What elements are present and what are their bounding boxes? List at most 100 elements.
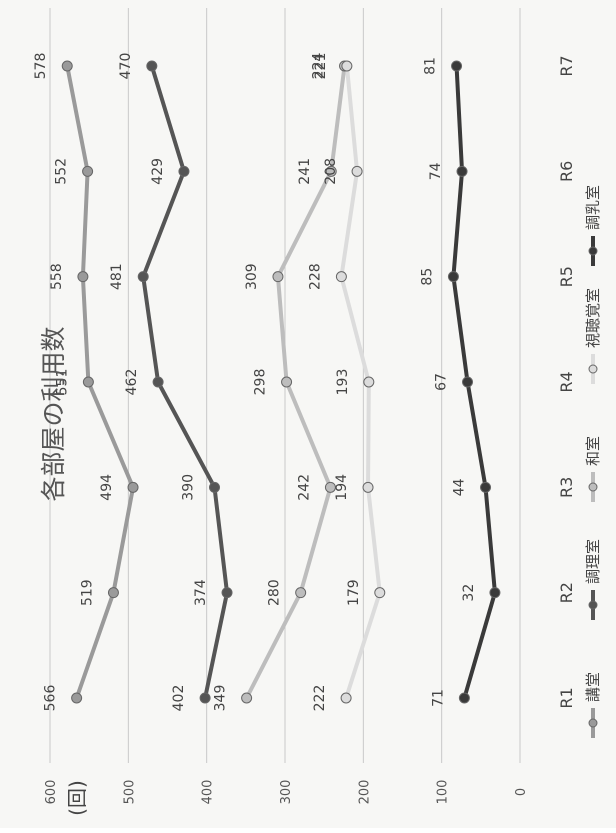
- data-point: [178, 165, 190, 177]
- data-point: [281, 376, 293, 388]
- data-point: [71, 692, 83, 704]
- y-axis-unit-label: (回): [65, 780, 89, 816]
- data-label: 194: [334, 474, 350, 501]
- data-label: 280: [267, 579, 283, 606]
- data-point: [458, 692, 470, 704]
- data-label: 390: [181, 474, 197, 501]
- y-tick-label: 0: [514, 788, 529, 796]
- data-label: 193: [335, 369, 351, 396]
- data-point: [241, 692, 253, 704]
- x-tick-label: R6: [557, 161, 576, 182]
- data-label: 208: [323, 158, 339, 185]
- data-point: [451, 60, 463, 72]
- data-point: [462, 376, 474, 388]
- data-point: [456, 165, 468, 177]
- y-axis-tick-labels: 0 100 200 300 400 500 600: [44, 780, 529, 805]
- x-tick-label: R4: [557, 371, 576, 392]
- data-point: [82, 165, 94, 177]
- legend-label: 調理室: [584, 539, 602, 584]
- data-point: [335, 271, 347, 283]
- data-label: 309: [244, 263, 260, 290]
- data-label: 566: [43, 685, 59, 712]
- data-point: [82, 376, 94, 388]
- data-label: 228: [307, 263, 323, 290]
- legend-swatch-marker: [588, 246, 598, 256]
- legend-swatch-marker: [588, 364, 598, 374]
- y-tick-label: 600: [44, 780, 59, 805]
- data-point: [362, 481, 374, 493]
- data-label: 85: [419, 268, 435, 286]
- data-label: 494: [99, 474, 115, 501]
- legend-label: 講堂: [584, 672, 602, 702]
- data-point: [351, 165, 363, 177]
- legend-label: 視聴覚室: [584, 288, 602, 348]
- data-point: [325, 165, 337, 177]
- data-label: 551: [54, 369, 70, 396]
- y-tick-label: 400: [201, 780, 216, 805]
- data-label: 179: [346, 579, 362, 606]
- series-line: [451, 65, 497, 699]
- legend-swatch-marker: [588, 600, 598, 610]
- data-label: 242: [296, 474, 312, 501]
- data-point: [127, 481, 139, 493]
- data-label: 71: [430, 689, 446, 707]
- data-point: [146, 60, 158, 72]
- legend: 講堂 調理室 和室 視聴覚室 調乳室: [584, 185, 602, 738]
- data-label: 67: [434, 373, 450, 391]
- data-label: 470: [118, 53, 134, 80]
- data-point: [77, 271, 89, 283]
- legend-swatch-marker: [588, 718, 598, 728]
- data-label: 349: [213, 685, 229, 712]
- data-label: 519: [79, 579, 95, 606]
- data-label: 241: [297, 158, 313, 185]
- data-point: [272, 271, 284, 283]
- x-tick-label: R5: [557, 266, 576, 287]
- data-label: 221: [313, 53, 329, 80]
- data-label: 552: [54, 158, 70, 185]
- x-tick-label: R3: [557, 477, 576, 498]
- legend-swatch-marker: [588, 482, 598, 492]
- legend-label: 和室: [584, 436, 602, 466]
- y-tick-label: 500: [122, 780, 137, 805]
- data-label: 481: [109, 263, 125, 290]
- data-label: 402: [171, 685, 187, 712]
- chart-title: 各部屋の利用数: [39, 326, 68, 501]
- data-points: [61, 60, 501, 704]
- data-label: 578: [33, 53, 49, 80]
- data-point: [221, 587, 233, 599]
- data-point: [324, 481, 336, 493]
- x-axis-tick-labels: R1 R2 R3 R4 R5 R6 R7: [557, 55, 576, 708]
- data-label: 44: [452, 478, 468, 496]
- data-point: [480, 481, 492, 493]
- data-point: [447, 271, 459, 283]
- legend-label: 調乳室: [584, 185, 602, 230]
- data-label: 32: [461, 584, 477, 602]
- y-tick-label: 200: [357, 780, 372, 805]
- x-tick-label: R1: [557, 687, 576, 708]
- data-label: 429: [150, 158, 166, 185]
- data-point: [363, 376, 375, 388]
- data-point: [199, 692, 211, 704]
- y-tick-label: 100: [436, 780, 451, 805]
- data-label: 462: [124, 369, 140, 396]
- data-point: [107, 587, 119, 599]
- data-label: 222: [312, 685, 328, 712]
- data-label: 558: [49, 263, 65, 290]
- data-point: [152, 376, 164, 388]
- data-label: 374: [193, 579, 209, 606]
- data-point: [137, 271, 149, 283]
- data-point: [340, 692, 352, 704]
- data-point: [341, 60, 353, 72]
- data-label: 81: [423, 57, 439, 75]
- data-labels: 566 519 494 551 558 552 578 402 374 390 462 481 429 4…: [33, 53, 477, 712]
- data-label: 224: [311, 53, 327, 80]
- data-point: [295, 587, 307, 599]
- y-tick-label: 300: [279, 780, 294, 805]
- data-label: 298: [253, 369, 269, 396]
- data-label: 74: [428, 162, 444, 180]
- data-point: [209, 481, 220, 493]
- gridlines: [49, 8, 521, 763]
- data-point: [61, 60, 73, 72]
